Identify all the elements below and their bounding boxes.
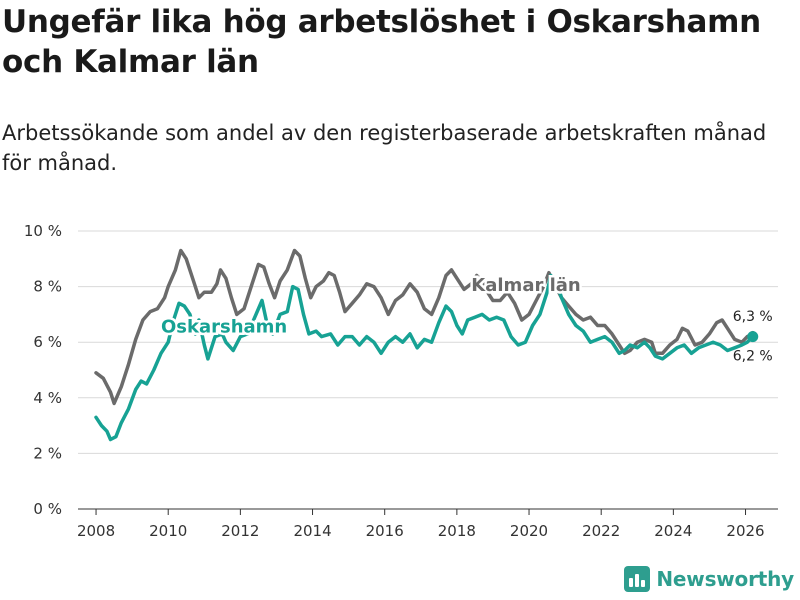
y-tick-label: 10 % <box>24 222 62 240</box>
line-chart: 0 % 2 % 4 % 6 % 8 % 10 % 2008 2010 2012 2014 2016 2… <box>24 222 778 540</box>
axes: 0 % 2 % 4 % 6 % 8 % 10 % 2008 2010 2012 2014 2016 2… <box>24 222 778 540</box>
x-tick-label: 2018 <box>438 522 476 540</box>
x-tick-label: 2016 <box>366 522 404 540</box>
chart-title: Ungefär lika hög arbetslöshet i Oskarsha… <box>2 4 761 80</box>
y-tick-label: 2 % <box>33 444 62 462</box>
series-labels: Kalmar län Oskarshamn 6,3 % 6,2 % <box>158 272 773 365</box>
y-tick-label: 4 % <box>33 389 62 407</box>
y-tick-label: 0 % <box>33 500 62 518</box>
series-lines <box>94 248 759 442</box>
chart-subtitle: Arbetssökande som andel av den registerb… <box>2 121 767 175</box>
brand-name: Newsworthy <box>656 567 794 591</box>
oskarshamn-line <box>94 273 755 442</box>
kalmar-lan-label: Kalmar län <box>471 275 580 296</box>
oskarshamn-end-value: 6,2 % <box>733 349 773 365</box>
x-tick-label: 2022 <box>582 522 620 540</box>
oskarshamn-endpoint <box>747 331 759 343</box>
kalmar-lan-line <box>94 248 755 406</box>
x-tick-label: 2014 <box>293 522 331 540</box>
x-tick-label: 2024 <box>654 522 692 540</box>
kalmar-lan-end-value: 6,3 % <box>733 309 773 325</box>
oskarshamn-label: Oskarshamn <box>161 316 287 337</box>
x-tick-label: 2012 <box>221 522 259 540</box>
x-tick-label: 2010 <box>149 522 187 540</box>
bar-chart-icon <box>624 566 651 592</box>
x-tick-label: 2020 <box>510 522 548 540</box>
y-tick-label: 6 % <box>33 333 62 351</box>
y-tick-label: 8 % <box>33 278 62 296</box>
x-tick-label: 2008 <box>77 522 115 540</box>
brand-logo: Newsworthy <box>624 566 794 592</box>
x-tick-label: 2026 <box>726 522 764 540</box>
